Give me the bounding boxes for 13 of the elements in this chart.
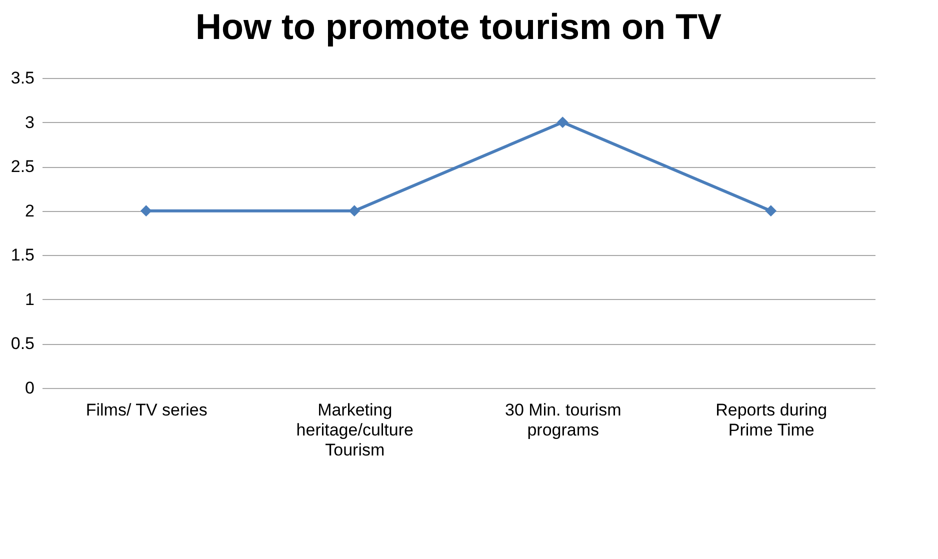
y-tick-label: 3 bbox=[25, 112, 34, 132]
chart-title: How to promote tourism on TV bbox=[196, 6, 722, 47]
x-tick-label: 30 Min. tourism programs bbox=[505, 400, 622, 440]
y-tick-label: 1.5 bbox=[10, 246, 34, 265]
y-tick-label: 2.5 bbox=[10, 157, 34, 176]
x-tick-label: Reports during Prime Time bbox=[716, 400, 828, 440]
y-tick-label: 0.5 bbox=[10, 334, 34, 354]
x-tick-label: Films/ TV series bbox=[86, 400, 208, 420]
y-tick-label: 2 bbox=[25, 201, 34, 220]
y-tick-label: 1 bbox=[25, 290, 34, 309]
x-tick-label: Marketing heritage/culture Tourism bbox=[296, 400, 414, 460]
y-tick-label: 0 bbox=[25, 378, 34, 398]
y-tick-label: 3.5 bbox=[10, 68, 34, 88]
